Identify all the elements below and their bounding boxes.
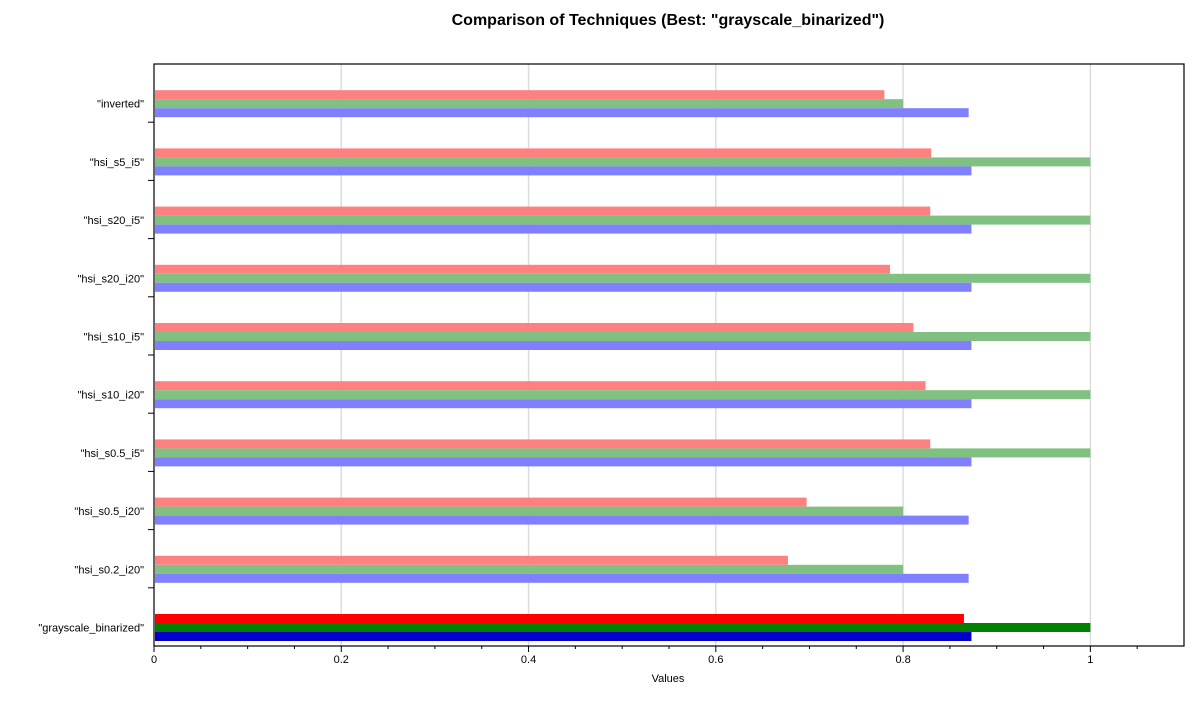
bar <box>155 99 904 109</box>
bar <box>155 448 1091 458</box>
y-tick-label: "hsi_s10_i20" <box>77 390 144 402</box>
x-tick-label: 0.6 <box>708 654 723 666</box>
x-tick-label: 0.2 <box>334 654 349 666</box>
y-tick-label: "hsi_s0.5_i5" <box>81 448 145 460</box>
bar <box>155 555 788 565</box>
bar <box>155 623 1091 632</box>
x-tick-label: 0.8 <box>895 654 910 666</box>
y-tick-label: "hsi_s0.2_i20" <box>74 564 144 576</box>
bar <box>155 390 1091 400</box>
bar <box>155 564 904 574</box>
y-tick-label: "hsi_s0.5_i20" <box>74 506 144 518</box>
bar <box>155 399 972 409</box>
bar <box>155 632 972 641</box>
x-axis-labels: 0 0.2 0.4 0.6 0.8 1 <box>151 654 1093 666</box>
bar <box>155 381 926 391</box>
axis-ticks <box>148 121 1138 652</box>
bar <box>155 497 807 507</box>
y-tick-label: "hsi_s10_i5" <box>84 332 144 344</box>
bar <box>155 90 885 100</box>
bar <box>155 206 931 216</box>
bars <box>155 90 1091 641</box>
bar <box>155 515 969 525</box>
bar <box>155 224 972 234</box>
bar <box>155 332 1091 341</box>
y-tick-label: "hsi_s20_i5" <box>84 215 144 227</box>
bar <box>155 157 1091 167</box>
x-tick-label: 0 <box>151 654 157 666</box>
bar <box>155 108 969 118</box>
x-tick-label: 1 <box>1087 654 1093 666</box>
y-tick-label: "hsi_s5_i5" <box>90 157 144 169</box>
bar <box>155 614 964 623</box>
bar <box>155 215 1091 225</box>
x-tick-label: 0.4 <box>521 654 536 666</box>
chart-title: Comparison of Techniques (Best: "graysca… <box>452 12 885 29</box>
bar <box>155 323 914 332</box>
bar <box>155 573 969 583</box>
bar <box>155 148 932 158</box>
bar <box>155 264 890 274</box>
bar <box>155 273 1091 283</box>
bar <box>155 166 972 176</box>
y-axis-labels: "grayscale_binarized" "hsi_s0.2_i20" "hsi_… <box>38 99 144 635</box>
y-tick-label: "inverted" <box>97 99 144 111</box>
bar <box>155 282 972 292</box>
y-tick-label: "hsi_s20_i20" <box>77 273 144 285</box>
y-tick-label: "grayscale_binarized" <box>38 623 144 635</box>
bar <box>155 457 972 467</box>
x-axis-title: Values <box>652 673 685 685</box>
bar <box>155 506 904 516</box>
bar <box>155 439 931 449</box>
bar <box>155 341 972 350</box>
